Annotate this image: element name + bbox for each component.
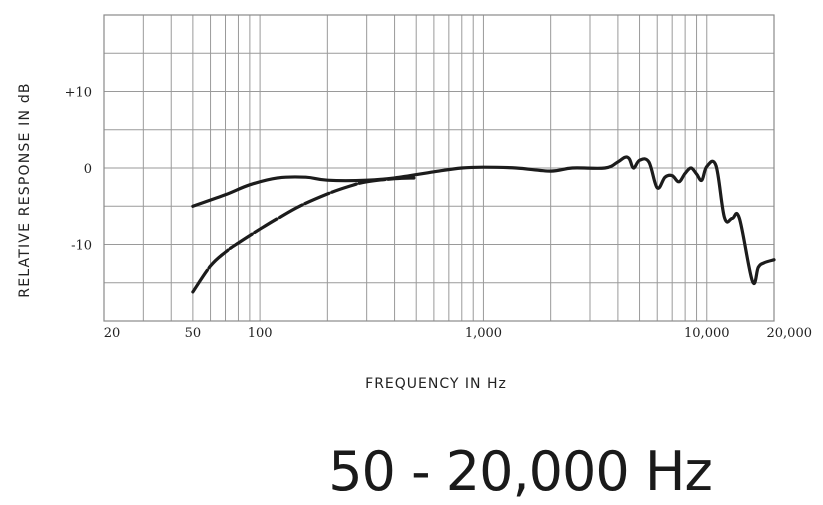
y-tick-label: +10 [65,86,92,101]
x-tick-label: 100 [248,326,273,341]
x-tick-label: 50 [185,326,202,341]
y-tick-label: -10 [71,239,92,254]
plot-area-border [103,14,775,322]
y-tick-label: 0 [84,162,92,177]
x-tick-label: 20 [104,326,121,341]
series-layer [191,155,776,294]
response-curve-dashed [191,176,418,294]
y-axis-label: RELATIVE RESPONSE IN dB [17,82,33,297]
x-tick-label: 1,000 [465,326,502,341]
frequency-response-chart: 20 50 100 1,000 10,000 20,000 +10 0 -10 RELATIVE… [17,14,812,392]
x-tick-label: 20,000 [767,326,813,341]
x-axis-label: FREQUENCY IN Hz [365,376,507,392]
x-tick-label: 10,000 [684,326,730,341]
frequency-range-title: 50 - 20,000 Hz [328,440,713,503]
tick-labels: 20 50 100 1,000 10,000 20,000 +10 0 -10 [65,86,812,342]
chart-grid [104,15,774,321]
